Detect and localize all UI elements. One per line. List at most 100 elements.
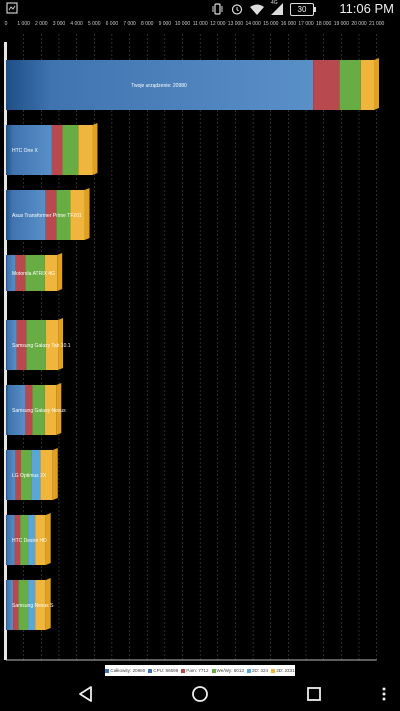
bar-segment-mem	[62, 125, 79, 175]
bar-label: LG Optimus 2X	[12, 473, 47, 479]
bar-side	[92, 123, 98, 175]
battery-level: 30	[297, 4, 307, 14]
x-tick-label: 7 000	[123, 21, 136, 27]
legend-item: We/Wy: 6013	[211, 668, 244, 673]
legend-swatch	[246, 668, 251, 673]
bar-segment-mem	[25, 255, 45, 291]
legend-item: 2D: 324	[246, 668, 269, 673]
bar-label: Samsung Galaxy Tab 10.1	[12, 343, 71, 349]
bar-segment-cpu	[16, 320, 27, 370]
bar-segment-cpu	[14, 515, 21, 565]
x-tick-label: 16 000	[281, 21, 297, 27]
status-bar: 4G 30 11:06 PM	[0, 0, 400, 18]
bar-segment-mem	[26, 320, 46, 370]
bar-segment-total	[6, 320, 17, 370]
bar-segment-mem	[21, 450, 32, 500]
x-tick-label: 4 000	[70, 21, 83, 27]
legend-label: We/Wy: 6013	[216, 668, 244, 673]
bar-side	[52, 448, 58, 500]
bar-segment-cpu	[51, 125, 63, 175]
legend-swatch	[211, 668, 216, 673]
bar-side	[56, 383, 62, 435]
bar-segment-io	[28, 515, 36, 565]
bar-segment-total	[6, 190, 46, 240]
back-button[interactable]	[70, 677, 102, 711]
legend-label: Pam: 7712	[186, 668, 209, 673]
battery-icon: 30	[290, 2, 316, 16]
notification-icon	[6, 2, 18, 14]
legend-item: Pam: 7712	[181, 668, 209, 673]
clock: 11:06 PM	[339, 1, 394, 16]
bar-segment-3d	[35, 515, 46, 565]
bar-side	[45, 578, 51, 630]
legend-label: 2D: 324	[251, 668, 269, 673]
x-tick-label: 0	[5, 21, 8, 27]
bar-segment-mem	[339, 60, 361, 110]
x-tick-label: 14 000	[245, 21, 261, 27]
bar-side	[57, 253, 63, 291]
legend-label: CPU: 86598	[153, 668, 179, 673]
recents-icon	[307, 687, 321, 701]
back-icon	[79, 686, 92, 702]
bar-label: Samsung Nexus S	[12, 603, 54, 609]
bar-segment-mem	[32, 385, 45, 435]
bar-segment-io	[31, 450, 41, 500]
x-tick-label: 1 000	[17, 21, 30, 27]
vibrate-icon	[212, 3, 223, 15]
recents-button[interactable]	[298, 677, 330, 711]
x-tick-label: 15 000	[263, 21, 279, 27]
bar-segment-cpu	[13, 580, 19, 630]
x-tick-label: 10 000	[175, 21, 191, 27]
bar-segment-total	[6, 60, 314, 110]
overflow-menu-icon	[382, 687, 386, 701]
signal-icon: 4G	[271, 0, 283, 15]
bar-segment-3d	[44, 385, 57, 435]
legend-item: Całkowity: 20980	[105, 668, 145, 673]
navigation-bar	[0, 677, 400, 711]
bar-side	[374, 58, 380, 110]
bar-label: Motorola ATRIX 4G	[12, 271, 55, 277]
legend-swatch	[148, 668, 153, 673]
wifi-icon	[250, 4, 264, 15]
bar-segment-3d	[44, 255, 58, 291]
x-tick-label: 8 000	[141, 21, 154, 27]
home-button[interactable]	[184, 677, 216, 711]
x-tick-label: 13 000	[228, 21, 244, 27]
bar-segment-cpu	[45, 190, 57, 240]
bar-segment-cpu	[25, 385, 33, 435]
x-tick-label: 11 000	[193, 21, 208, 27]
bar-segment-mem	[56, 190, 71, 240]
bar-segment-total	[6, 515, 15, 565]
overflow-menu-button[interactable]	[374, 677, 394, 711]
home-icon	[192, 686, 208, 702]
bar-segment-mem	[20, 515, 29, 565]
bar-segment-total	[6, 580, 14, 630]
x-tick-label: 12 000	[210, 21, 226, 27]
bar-side	[45, 513, 51, 565]
bar-segment-3d	[45, 320, 59, 370]
x-tick-label: 18 000	[316, 21, 332, 27]
bar-side	[58, 318, 64, 370]
bar-segment-3d	[35, 580, 46, 630]
legend-swatch	[271, 668, 276, 673]
legend-swatch	[105, 668, 110, 673]
bar-segment-3d	[78, 125, 93, 175]
bar-segment-cpu	[15, 255, 26, 291]
x-tick-label: 9 000	[159, 21, 172, 27]
bar-segment-cpu	[313, 60, 340, 110]
legend-label: Całkowity: 20980	[110, 668, 146, 673]
y-axis-line	[4, 42, 7, 660]
bar-segment-io	[28, 580, 36, 630]
bar-segment-3d	[360, 60, 375, 110]
alarm-icon	[231, 4, 243, 15]
x-tick-label: 17 000	[298, 21, 314, 27]
chart-legend: Całkowity: 20980 CPU: 86598 Pam: 7712 We/Wy…	[105, 665, 295, 676]
bar-segment-3d	[70, 190, 85, 240]
x-tick-label: 21 000	[369, 21, 385, 27]
signal-label: 4G	[271, 0, 278, 6]
x-tick-label: 6 000	[106, 21, 119, 27]
bar-segment-cpu	[15, 450, 22, 500]
legend-swatch	[181, 668, 186, 673]
bar-segment-mem	[18, 580, 29, 630]
bar-label: HTC Desire HD	[12, 538, 47, 544]
